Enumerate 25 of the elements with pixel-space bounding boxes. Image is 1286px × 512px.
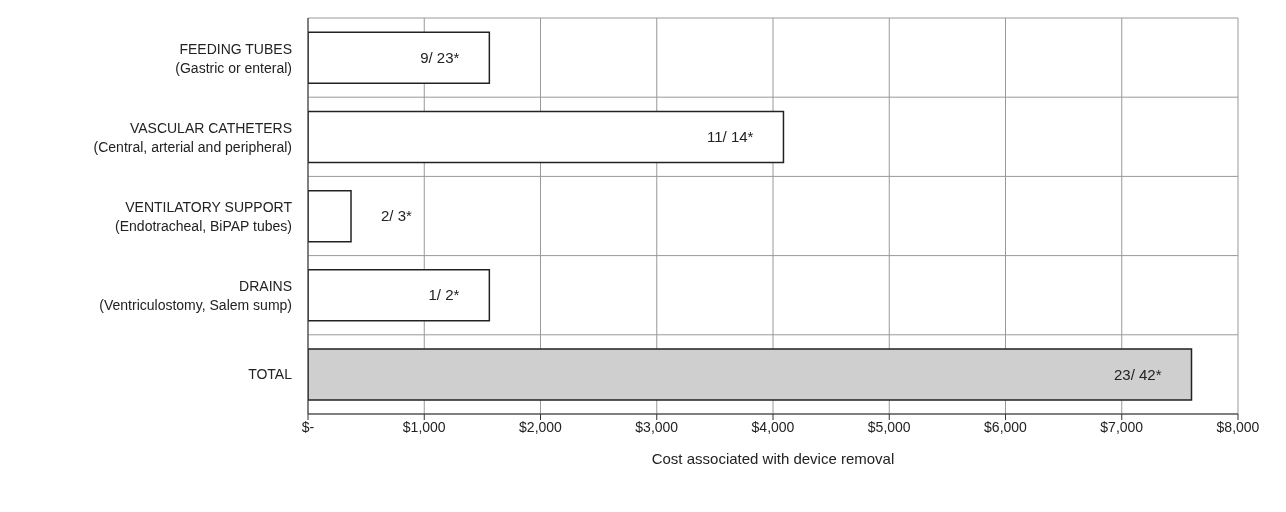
x-tick-label: $4,000 xyxy=(751,418,795,435)
data-label: 11/ 14* xyxy=(707,127,754,145)
bar xyxy=(308,348,1193,401)
x-tick-label: $- xyxy=(301,418,315,435)
y-tick-label: TOTAL xyxy=(248,366,293,383)
y-tick-label: FEEDING TUBES (Gastric or enteral) xyxy=(175,40,292,76)
x-tick-label: $3,000 xyxy=(635,418,679,435)
y-tick-label: VENTILATORY SUPPORT (Endotracheal, BiPAP tubes) xyxy=(115,199,293,234)
bar xyxy=(308,189,352,243)
data-label: 1/ 2* xyxy=(428,286,460,304)
x-tick-label: $5,000 xyxy=(867,418,911,435)
bar xyxy=(308,110,785,164)
x-tick-label: $6,000 xyxy=(984,418,1028,435)
y-tick-label: DRAINS (Ventriculostomy, Salem sump) xyxy=(99,278,292,314)
data-label: 2/ 3* xyxy=(381,207,413,225)
x-axis-title: Cost associated with device removal xyxy=(651,450,895,467)
x-tick-label: $7,000 xyxy=(1100,418,1144,435)
x-tick-label: $2,000 xyxy=(519,418,563,435)
y-tick-label: VASCULAR CATHETERS (Central, arterial and peripheral) xyxy=(93,119,292,155)
data-label: 9/ 23* xyxy=(420,48,460,66)
bar xyxy=(308,269,491,322)
x-tick-label: $8,000 xyxy=(1216,418,1260,435)
bar xyxy=(308,31,491,85)
data-label: 23/ 42* xyxy=(1113,365,1162,383)
x-tick-label: $1,000 xyxy=(402,418,446,435)
